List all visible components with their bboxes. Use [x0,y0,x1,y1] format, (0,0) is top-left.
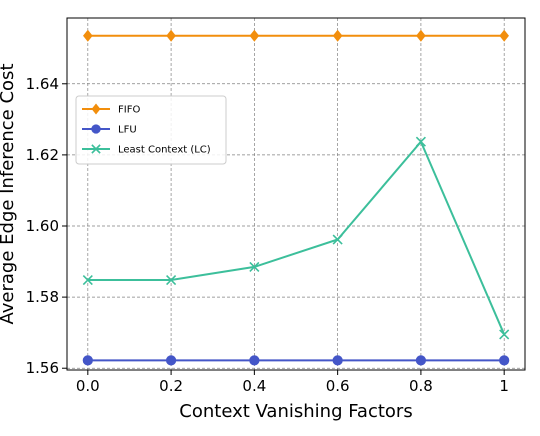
legend-item: FIFO [82,103,140,116]
series-2 [82,136,510,340]
y-tick-label: 1.58 [26,288,59,306]
y-tick-label: 1.56 [26,359,59,377]
data-point [82,355,93,366]
series-1 [82,355,510,366]
data-point [166,29,176,42]
data-point-stroke-b [499,329,510,340]
data-point [499,29,509,42]
data-point [82,274,93,286]
data-point [499,355,510,366]
legend-label: Least Context (LC) [118,145,211,156]
data-point [249,29,260,42]
data-point [499,329,510,340]
legend-marker [91,144,101,154]
legend-item: LFU [82,124,137,136]
data-point [249,261,260,272]
x-tick-label: 0.6 [326,377,350,395]
x-tick-label: 1 [499,377,509,395]
legend-label: FIFO [118,105,140,116]
series-0 [83,29,509,42]
data-point-stroke-b [249,261,260,272]
data-point [415,136,426,147]
data-point [83,29,93,42]
data-point [166,274,177,286]
y-tick-label: 1.62 [26,146,59,164]
data-point-stroke-b [332,234,343,245]
legend: FIFO LFU Least Context (LC) [75,95,227,165]
legend-marker [91,124,101,134]
plot-background [67,18,525,370]
x-tick-label: 0.4 [242,377,266,395]
y-tick-label: 1.60 [26,217,59,235]
data-point [416,29,426,42]
x-tick-label: 0.0 [76,377,100,395]
legend-marker [91,103,101,115]
ticks: 0.0 0.2 0.4 0.6 0.8 1 1.56 1.58 1.60 1.62 1.64 [26,75,509,395]
data-point [332,234,343,245]
data-point-stroke-b [82,274,93,286]
legend-box [75,95,227,165]
data-point [415,355,427,366]
x-axis-label: Context Vanishing Factors [179,401,412,422]
legend-item: Least Context (LC) [82,144,211,156]
legend-marker-stroke-b [91,144,101,154]
x-tick-label: 0.8 [409,377,433,395]
data-point [332,29,343,42]
series-group [82,29,510,366]
y-axis-label: Average Edge Inference Cost [0,64,18,325]
legend-label: LFU [118,125,137,136]
data-point [332,355,343,366]
data-point-stroke-b [415,136,426,147]
series-line [87,139,506,335]
plot-frame [66,17,526,371]
y-tick-label: 1.64 [26,75,59,93]
x-tick-label: 0.2 [159,377,183,395]
data-point-stroke-b [166,274,177,286]
data-point [165,355,177,366]
data-point [249,355,260,366]
